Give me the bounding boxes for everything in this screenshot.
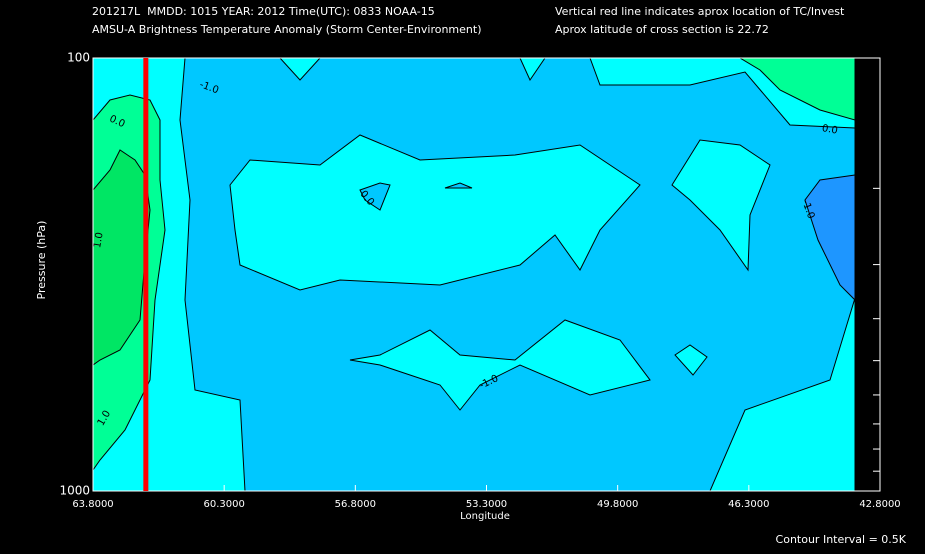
contour-region	[671, 139, 771, 272]
contour-region	[739, 58, 855, 121]
x-tick-label: 53.3000	[466, 499, 507, 510]
note: Vertical red line indicates aprox locati…	[555, 5, 845, 18]
contour-label: 0.0	[821, 123, 839, 137]
contour-field	[93, 58, 855, 491]
y-tick-label: 100	[67, 51, 90, 65]
subtitle: AMSU-A Brightness Temperature Anomaly (S…	[92, 23, 482, 36]
x-tick-label: 63.8000	[72, 499, 113, 510]
title: 201217L MMDD: 1015 YEAR: 2012 Time(UTC):…	[92, 5, 435, 18]
contour-region	[359, 182, 391, 211]
x-tick-label: 46.3000	[728, 499, 769, 510]
x-tick-label: 49.8000	[597, 499, 638, 510]
contour-region	[229, 134, 641, 291]
contour-region	[804, 174, 855, 301]
footer: Contour Interval = 0.5K	[776, 533, 907, 546]
x-tick-label: 42.8000	[859, 499, 900, 510]
contour-region	[674, 344, 708, 376]
note: Aprox latitude of cross section is 22.72	[555, 23, 769, 36]
x-axis-label: Longitude	[460, 511, 510, 522]
contour-region	[444, 182, 473, 189]
y-axis-label: Pressure (hPa)	[35, 221, 48, 300]
contour-label: 1.0	[92, 231, 106, 249]
contour-region	[349, 319, 651, 411]
x-tick-label: 60.3000	[203, 499, 244, 510]
x-tick-label: 56.8000	[335, 499, 376, 510]
y-tick-label: 1000	[59, 484, 90, 498]
